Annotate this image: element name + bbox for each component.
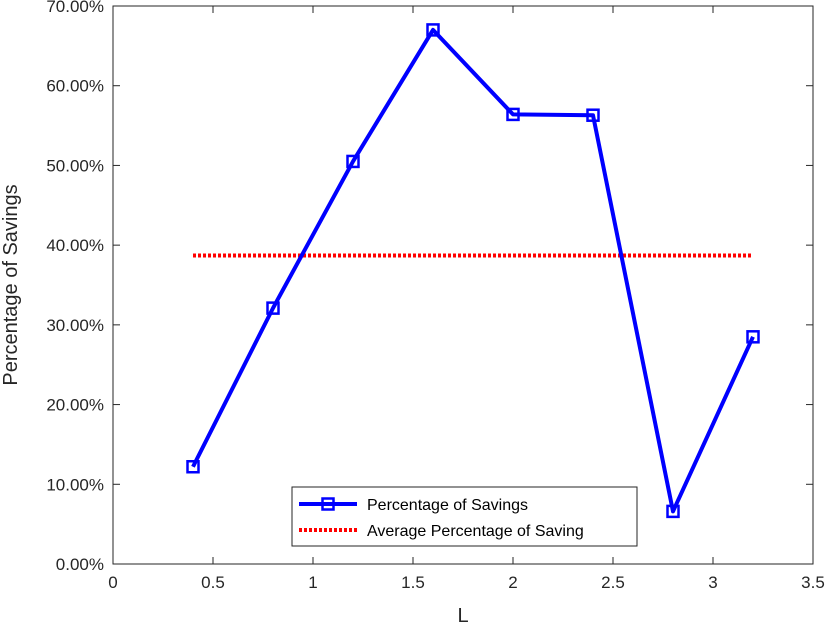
x-tick-label: 1.5 (401, 573, 425, 592)
x-tick-label: 0 (108, 573, 117, 592)
y-tick-label: 10.00% (46, 475, 104, 494)
x-tick-label: 1 (308, 573, 317, 592)
plot-area (113, 6, 813, 564)
y-tick-label: 50.00% (46, 156, 104, 175)
y-tick-label: 40.00% (46, 236, 104, 255)
y-tick-label: 0.00% (56, 555, 104, 574)
x-tick-label: 2 (508, 573, 517, 592)
data-point-marker (266, 301, 280, 315)
data-point-marker (346, 154, 360, 169)
y-tick-label: 70.00% (46, 0, 104, 16)
data-point-marker (506, 107, 520, 122)
ticks-layer: 0 0.5 1 1.5 2 2.5 3 3.5 0.00% 10.00% 20.00% 30.00% 4… (46, 0, 824, 592)
y-axis-title: Percentage of Savings (0, 184, 22, 385)
data-point-marker (666, 504, 680, 519)
plot-frame (112, 5, 814, 565)
legend-label: Average Percentage of Saving (367, 523, 584, 540)
data-point-marker (586, 108, 600, 122)
x-axis-title: L (457, 605, 468, 627)
x-tick-label: 3.5 (801, 573, 825, 592)
legend-swatch-marker (321, 497, 335, 511)
data-point-marker (186, 459, 200, 474)
x-tick-label: 2.5 (601, 573, 625, 592)
data-point-marker (746, 330, 760, 344)
x-tick-label: 3 (708, 573, 717, 592)
legend: Percentage of Savings Average Percentage … (291, 486, 638, 547)
y-tick-label: 20.00% (46, 396, 104, 415)
y-tick-label: 30.00% (46, 316, 104, 335)
y-tick-label: 60.00% (46, 77, 104, 96)
marks-layer (186, 23, 760, 519)
x-tick-label: 0.5 (201, 573, 225, 592)
legend-label: Percentage of Savings (367, 497, 528, 514)
legend-box (291, 486, 638, 547)
data-point-marker (426, 23, 440, 37)
series-line-percentage-of-savings (191, 27, 755, 514)
